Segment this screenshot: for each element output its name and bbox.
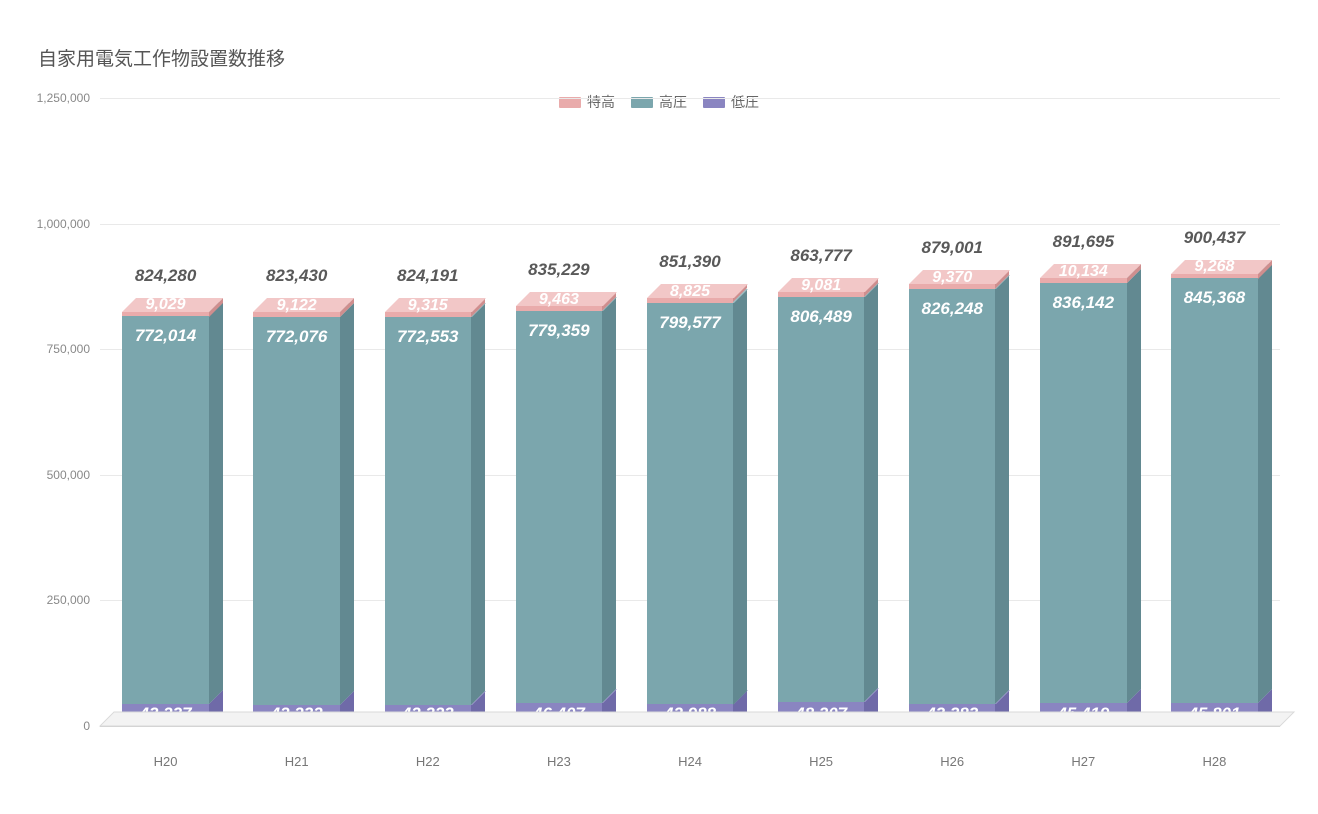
- bar-segment-extra: [385, 312, 472, 317]
- x-axis-label: H22: [416, 754, 440, 769]
- y-axis-label: 250,000: [47, 593, 90, 607]
- bar-segment-extra: [516, 306, 603, 311]
- x-axis-label: H24: [678, 754, 702, 769]
- plot-area: 43,237772,0149,029824,28042,232772,0769,…: [100, 98, 1280, 726]
- x-axis-label: H21: [285, 754, 309, 769]
- y-axis-label: 750,000: [47, 342, 90, 356]
- bar-segment-high: [647, 303, 734, 705]
- bar-segment-high: [516, 311, 603, 703]
- y-axis-label: 500,000: [47, 468, 90, 482]
- x-axis-label: H20: [154, 754, 178, 769]
- bar-segment-high: [253, 317, 340, 705]
- total-label: 900,437: [1154, 228, 1275, 248]
- total-label: 879,001: [892, 238, 1013, 258]
- floor: [98, 710, 1318, 728]
- y-axis-label: 0: [83, 719, 90, 733]
- total-label: 823,430: [236, 266, 357, 286]
- bar-segment-high: [1040, 283, 1127, 703]
- bar-segment-high: [1171, 278, 1258, 703]
- total-label: 863,777: [761, 246, 882, 266]
- x-axis-label: H28: [1203, 754, 1227, 769]
- bar-segment-high: [909, 289, 996, 704]
- bar-segment-extra: [909, 284, 996, 289]
- chart-title: 自家用電気工作物設置数推移: [38, 44, 285, 71]
- total-label: 851,390: [629, 252, 750, 272]
- y-axis-label: 1,000,000: [37, 217, 90, 231]
- x-axis-label: H23: [547, 754, 571, 769]
- total-label: 824,280: [105, 266, 226, 286]
- total-label: 824,191: [367, 266, 488, 286]
- bars-layer: 43,237772,0149,029824,28042,232772,0769,…: [100, 98, 1280, 726]
- bar-segment-extra: [647, 298, 734, 302]
- bar-segment-extra: [778, 292, 865, 297]
- chart-container: 自家用電気工作物設置数推移 特高高圧低圧 43,237772,0149,0298…: [0, 0, 1318, 814]
- y-axis-label: 1,250,000: [37, 91, 90, 105]
- total-label: 891,695: [1023, 232, 1144, 252]
- bar-segment-high: [122, 316, 209, 704]
- x-axis-label: H26: [940, 754, 964, 769]
- bar-segment-high: [385, 317, 472, 705]
- bar-segment-extra: [122, 312, 209, 317]
- x-axis-label: H27: [1071, 754, 1095, 769]
- bar-segment-extra: [1040, 278, 1127, 283]
- x-axis-label: H25: [809, 754, 833, 769]
- bar-segment-extra: [1171, 274, 1258, 279]
- total-label: 835,229: [498, 260, 619, 280]
- bar-segment-high: [778, 297, 865, 702]
- bar-segment-extra: [253, 312, 340, 317]
